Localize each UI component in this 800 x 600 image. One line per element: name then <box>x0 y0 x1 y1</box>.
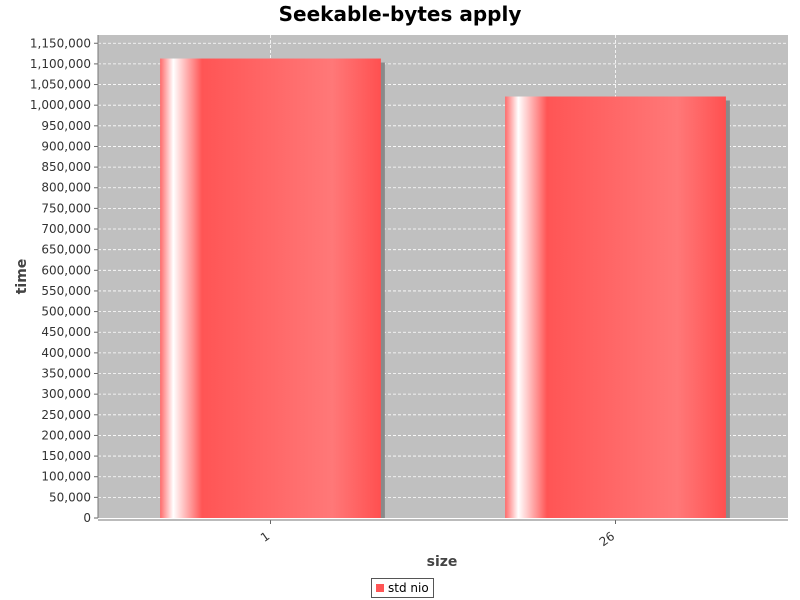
y-tick-label: 0 <box>83 511 91 525</box>
y-tick-label: 200,000 <box>41 428 91 442</box>
legend: std nio <box>371 578 434 598</box>
y-tick-label: 100,000 <box>41 470 91 484</box>
y-tick-label: 550,000 <box>41 284 91 298</box>
y-tick-label: 650,000 <box>41 243 91 257</box>
y-tick-label: 950,000 <box>41 119 91 133</box>
y-tick-label: 800,000 <box>41 181 91 195</box>
legend-label: std nio <box>388 581 429 595</box>
y-tick-label: 1,100,000 <box>30 57 91 71</box>
y-tick-label: 900,000 <box>41 139 91 153</box>
y-tick-label: 300,000 <box>41 387 91 401</box>
y-tick-label: 250,000 <box>41 408 91 422</box>
y-tick-label: 400,000 <box>41 346 91 360</box>
y-axis-title: time <box>14 259 30 295</box>
y-tick-label: 600,000 <box>41 263 91 277</box>
y-tick-label: 1,150,000 <box>30 36 91 50</box>
y-tick-label: 50,000 <box>49 490 91 504</box>
x-axis-title: size <box>427 554 458 570</box>
y-tick-label: 1,000,000 <box>30 98 91 112</box>
bar <box>505 96 726 518</box>
x-tick-label: 26 <box>597 529 618 549</box>
legend-swatch <box>376 584 384 592</box>
y-tick-label: 1,050,000 <box>30 78 91 92</box>
x-tick-label: 1 <box>258 529 272 545</box>
y-tick-label: 450,000 <box>41 325 91 339</box>
y-tick-label: 850,000 <box>41 160 91 174</box>
y-tick-label: 350,000 <box>41 367 91 381</box>
y-tick-label: 150,000 <box>41 449 91 463</box>
chart-title: Seekable-bytes apply <box>278 2 522 26</box>
bar <box>160 58 381 519</box>
y-tick-label: 700,000 <box>41 222 91 236</box>
y-tick-label: 750,000 <box>41 201 91 215</box>
y-tick-label: 500,000 <box>41 305 91 319</box>
